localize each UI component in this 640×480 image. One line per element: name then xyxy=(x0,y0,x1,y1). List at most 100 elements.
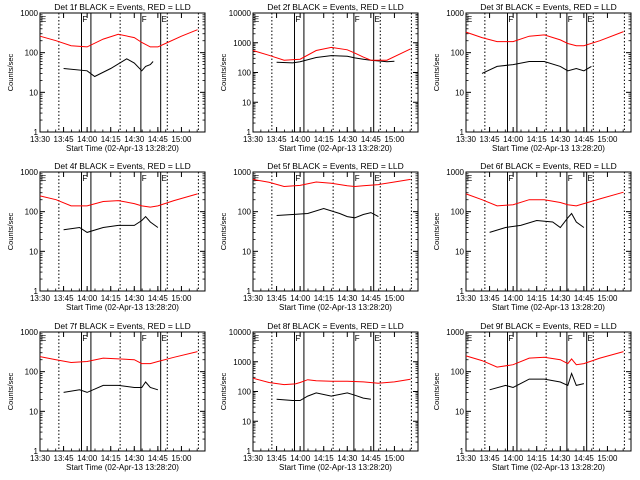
plot-frame xyxy=(39,171,206,292)
interval-marker-label: F xyxy=(295,174,300,183)
panel-9: Det 9f BLACK = Events, RED = LLD 1 10 100 10… xyxy=(432,321,632,472)
x-tick-label: 13:45 xyxy=(267,454,288,463)
interval-marker-label: F xyxy=(142,334,147,343)
plot-frame xyxy=(252,171,419,292)
y-axis-label: Counts/sec xyxy=(219,212,228,250)
x-tick-label: 14:15 xyxy=(527,135,548,144)
x-tick-label: 15:00 xyxy=(171,454,192,463)
interval-marker-label: F xyxy=(568,15,573,24)
y-tick-label: 1000 xyxy=(20,9,38,18)
x-tick-label: 14:00 xyxy=(290,454,311,463)
interval-marker-label: F xyxy=(355,334,360,343)
y-tick-label: 1 xyxy=(247,287,252,296)
panel-title: Det 4f BLACK = Events, RED = LLD xyxy=(54,161,191,171)
y-tick-label: 10 xyxy=(455,88,464,97)
x-tick-label: 13:45 xyxy=(54,135,75,144)
x-axis-label: Start Time (02-Apr-13 13:28:20) xyxy=(279,463,392,472)
interval-marker-label: E xyxy=(375,15,380,24)
interval-marker-label: F xyxy=(142,15,147,24)
interval-marker-label: E xyxy=(41,15,46,24)
y-axis-label: Counts/sec xyxy=(219,53,228,91)
x-tick-label: 13:45 xyxy=(54,294,75,303)
lld-series-line xyxy=(465,31,624,47)
panel-title: Det 6f BLACK = Events, RED = LLD xyxy=(480,161,617,171)
x-tick-label: 14:15 xyxy=(527,454,548,463)
y-axis-label: Counts/sec xyxy=(6,212,15,250)
y-tick-label: 1 xyxy=(247,447,252,456)
x-tick-label: 14:30 xyxy=(337,135,358,144)
x-tick-label: 14:30 xyxy=(550,294,571,303)
x-tick-label: 14:30 xyxy=(124,135,145,144)
y-tick-label: 100 xyxy=(451,208,465,217)
x-tick-label: 14:15 xyxy=(527,294,548,303)
interval-marker-label: F xyxy=(355,174,360,183)
x-tick-label: 14:00 xyxy=(77,294,98,303)
y-tick-label: 1 xyxy=(460,128,465,137)
y-tick-label: 1000 xyxy=(233,39,251,48)
x-tick-label: 13:30 xyxy=(456,135,477,144)
x-tick-label: 13:45 xyxy=(267,135,288,144)
panel-title: Det 8f BLACK = Events, RED = LLD xyxy=(267,321,404,331)
panel-title: Det 9f BLACK = Events, RED = LLD xyxy=(480,321,617,331)
x-tick-label: 15:00 xyxy=(597,294,618,303)
x-tick-label: 13:45 xyxy=(267,294,288,303)
interval-marker-label: E xyxy=(588,15,593,24)
events-series-line xyxy=(276,207,379,219)
x-tick-label: 14:15 xyxy=(101,135,122,144)
interval-marker-label: E xyxy=(162,174,167,183)
x-tick-label: 14:45 xyxy=(148,135,169,144)
x-axis-label: Start Time (02-Apr-13 13:28:20) xyxy=(279,303,392,312)
panel-title: Det 2f BLACK = Events, RED = LLD xyxy=(267,2,404,12)
x-tick-label: 14:45 xyxy=(148,454,169,463)
lld-series-line xyxy=(465,191,624,207)
y-axis-label: Counts/sec xyxy=(432,53,441,91)
x-tick-label: 14:45 xyxy=(574,294,595,303)
x-tick-label: 15:00 xyxy=(384,135,405,144)
interval-marker-label: E xyxy=(254,334,259,343)
lld-series-line xyxy=(252,377,411,386)
y-tick-label: 1000 xyxy=(446,328,464,337)
x-tick-label: 14:15 xyxy=(101,454,122,463)
y-tick-label: 10 xyxy=(29,407,38,416)
x-tick-label: 14:45 xyxy=(361,454,382,463)
interval-marker-label: F xyxy=(82,174,87,183)
interval-marker-label: E xyxy=(467,334,472,343)
interval-marker-label: E xyxy=(254,15,259,24)
events-series-line xyxy=(63,381,159,393)
y-tick-label: 100 xyxy=(25,49,39,58)
y-tick-label: 10 xyxy=(242,247,251,256)
y-axis-label: Counts/sec xyxy=(432,212,441,250)
y-axis-label: Counts/sec xyxy=(6,372,15,410)
y-tick-label: 10 xyxy=(242,417,251,426)
lld-series-line xyxy=(39,193,198,208)
panel-5: Det 5f BLACK = Events, RED = LLD 1 10 100 10… xyxy=(219,161,419,312)
y-tick-label: 100 xyxy=(451,368,465,377)
panel-3: Det 3f BLACK = Events, RED = LLD 1 10 100 10… xyxy=(432,2,632,153)
y-tick-label: 1000 xyxy=(20,328,38,337)
x-tick-label: 14:30 xyxy=(337,294,358,303)
y-tick-label: 10 xyxy=(29,88,38,97)
panel-6: Det 6f BLACK = Events, RED = LLD 1 10 100 10… xyxy=(432,161,632,312)
interval-marker-label: E xyxy=(375,334,380,343)
x-tick-label: 13:30 xyxy=(30,135,51,144)
plot-frame xyxy=(39,12,206,133)
y-axis-label: Counts/sec xyxy=(219,372,228,410)
interval-marker-label: F xyxy=(82,334,87,343)
panel-4: Det 4f BLACK = Events, RED = LLD 1 10 100 10… xyxy=(6,161,206,312)
interval-marker-label: E xyxy=(41,174,46,183)
lld-series-line xyxy=(465,351,624,368)
x-tick-label: 13:30 xyxy=(30,454,51,463)
x-tick-label: 13:45 xyxy=(480,294,501,303)
x-tick-label: 14:45 xyxy=(361,294,382,303)
y-tick-label: 1 xyxy=(34,287,39,296)
x-axis-label: Start Time (02-Apr-13 13:28:20) xyxy=(492,303,605,312)
interval-marker-label: E xyxy=(41,334,46,343)
plot-frame xyxy=(465,331,632,452)
events-series-line xyxy=(276,392,371,401)
x-tick-label: 14:30 xyxy=(337,454,358,463)
panel-8: Det 8f BLACK = Events, RED = LLD 1 10 100 10… xyxy=(219,321,419,472)
x-tick-label: 13:30 xyxy=(243,135,264,144)
interval-marker-label: F xyxy=(82,15,87,24)
x-tick-label: 13:30 xyxy=(456,294,477,303)
